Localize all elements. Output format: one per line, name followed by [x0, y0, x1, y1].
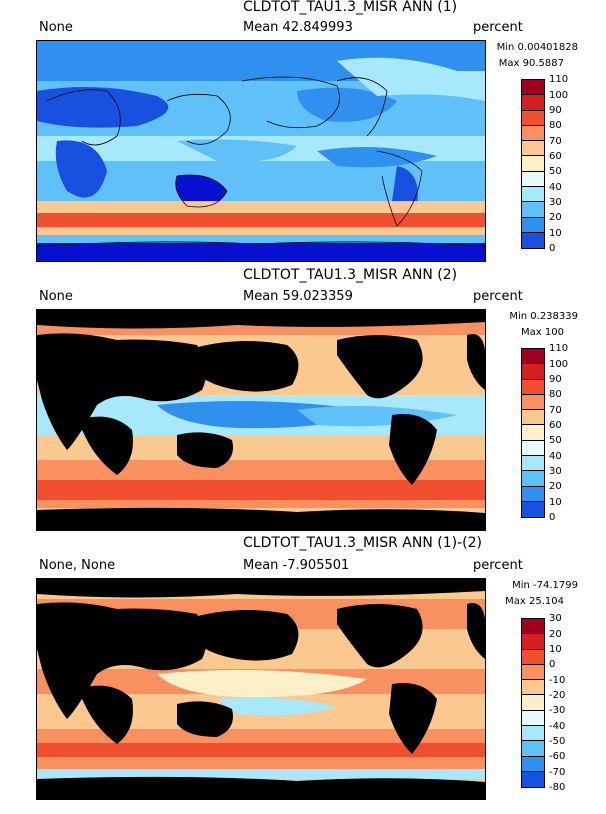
panel-title: CLDTOT_TAU1.3_MISR ANN (2): [243, 267, 458, 283]
colorbar-swatch: [522, 232, 544, 249]
colorbar-swatch: [522, 156, 544, 172]
mean-label: Mean 42.849993: [243, 20, 353, 35]
colorbar-swatch: [522, 202, 544, 218]
colorbar-swatch: [522, 741, 544, 757]
colorbar-swatch: [522, 649, 544, 665]
units-label: percent: [473, 20, 523, 35]
colorbar-swatch: [522, 379, 544, 395]
colorbar-tick: 70: [549, 405, 562, 416]
colorbar-swatch: [522, 486, 544, 502]
units-label: percent: [473, 289, 523, 304]
colorbar-swatch: [522, 95, 544, 111]
map-field-3: [37, 579, 485, 799]
colorbar-tick: 0: [549, 659, 556, 670]
colorbar-swatch: [522, 394, 544, 411]
panel-1: CLDTOT_TAU1.3_MISR ANN (1) None Mean 42.…: [0, 0, 606, 270]
colorbar-swatch: [522, 756, 544, 772]
colorbar-swatch: [522, 141, 544, 157]
colorbar-tick: 10: [549, 497, 562, 508]
colorbar-3: [521, 618, 545, 789]
colorbar-tick: -30: [549, 705, 566, 716]
colorbar-tick: -40: [549, 721, 566, 732]
colorbar-2: [521, 348, 545, 519]
colorbar-swatch: [522, 425, 544, 441]
colorbar-tick: 50: [549, 435, 562, 446]
colorbar-swatch: [522, 726, 544, 742]
colorbar-tick: 100: [549, 90, 569, 101]
colorbar-swatch: [522, 680, 544, 696]
colorbar-swatch: [522, 217, 544, 233]
colorbar-swatch: [522, 695, 544, 711]
units-label: percent: [473, 558, 523, 573]
colorbar-tick: -50: [549, 736, 566, 747]
colorbar-tick: 20: [549, 481, 562, 492]
colorbar-tick: 10: [549, 644, 562, 655]
mean-label: Mean 59.023359: [243, 289, 353, 304]
colorbar-swatch: [522, 171, 544, 188]
colorbar-tick: 90: [549, 374, 562, 385]
colorbar-swatch: [522, 456, 544, 472]
colorbar-swatch: [522, 364, 544, 380]
colorbar-tick: 40: [549, 182, 562, 193]
colorbar-1: [521, 79, 545, 250]
colorbar-tick: 10: [549, 228, 562, 239]
colorbar-swatch: [522, 80, 544, 96]
colorbar-tick: 100: [549, 359, 569, 370]
map-field-1: [37, 41, 485, 261]
max-label: Max 25.104: [505, 596, 564, 607]
map-panel-2: [36, 309, 486, 531]
colorbar-swatch: [522, 710, 544, 727]
colorbar-tick: 30: [549, 197, 562, 208]
colorbar-swatch: [522, 634, 544, 650]
colorbar-tick: 70: [549, 136, 562, 147]
colorbar-tick: -60: [549, 751, 566, 762]
panel-2: CLDTOT_TAU1.3_MISR ANN (2) None Mean 59.…: [0, 268, 606, 538]
colorbar-tick: 60: [549, 420, 562, 431]
colorbar-tick: 90: [549, 105, 562, 116]
min-label: Min 0.00401828: [496, 42, 578, 53]
colorbar-tick: 30: [549, 613, 562, 624]
colorbar-swatch: [522, 187, 544, 203]
left-label: None: [39, 289, 73, 304]
colorbar-tick: -80: [549, 782, 566, 793]
colorbar-tick: -70: [549, 767, 566, 778]
colorbar-tick: 30: [549, 466, 562, 477]
colorbar-tick: 60: [549, 151, 562, 162]
max-label: Max 90.5887: [498, 58, 564, 69]
colorbar-swatch: [522, 664, 544, 681]
colorbar-swatch: [522, 771, 544, 788]
colorbar-tick: 50: [549, 166, 562, 177]
panel-3: CLDTOT_TAU1.3_MISR ANN (1)-(2) None, Non…: [0, 536, 606, 814]
colorbar-swatch: [522, 410, 544, 426]
left-label: None: [39, 20, 73, 35]
colorbar-swatch: [522, 619, 544, 635]
map-panel-3: [36, 578, 486, 800]
colorbar-tick: -10: [549, 675, 566, 686]
colorbar-swatch: [522, 471, 544, 487]
colorbar-tick: 40: [549, 451, 562, 462]
panel-title: CLDTOT_TAU1.3_MISR ANN (1)-(2): [243, 535, 482, 551]
map-panel-1: [36, 40, 486, 262]
colorbar-tick: 0: [549, 243, 556, 254]
min-label: Min -74.1799: [512, 580, 578, 591]
colorbar-tick: 80: [549, 120, 562, 131]
panel-title: CLDTOT_TAU1.3_MISR ANN (1): [243, 0, 458, 15]
mean-label: Mean -7.905501: [243, 558, 350, 573]
colorbar-tick: -20: [549, 690, 566, 701]
colorbar-tick: 110: [549, 74, 569, 85]
colorbar-swatch: [522, 349, 544, 365]
colorbar-swatch: [522, 440, 544, 457]
left-label: None, None: [39, 558, 116, 573]
colorbar-swatch: [522, 501, 544, 518]
colorbar-tick: 20: [549, 212, 562, 223]
colorbar-tick: 20: [549, 629, 562, 640]
colorbar-swatch: [522, 125, 544, 142]
colorbar-swatch: [522, 110, 544, 126]
max-label: Max 100: [521, 327, 564, 338]
map-field-2: [37, 310, 485, 530]
colorbar-tick: 80: [549, 389, 562, 400]
min-label: Min 0.238339: [509, 311, 578, 322]
colorbar-tick: 0: [549, 512, 556, 523]
colorbar-tick: 110: [549, 343, 569, 354]
